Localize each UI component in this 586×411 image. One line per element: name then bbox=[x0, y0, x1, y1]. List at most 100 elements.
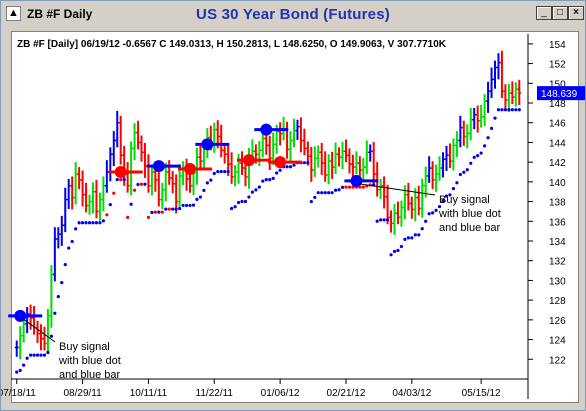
trail-dot bbox=[406, 236, 410, 240]
trail-dot bbox=[53, 311, 57, 315]
trail-dot bbox=[216, 169, 220, 174]
title-bar[interactable]: ▲ ZB #F Daily US 30 Year Bond (Futures) … bbox=[2, 2, 584, 26]
trail-dot bbox=[507, 108, 511, 112]
trail-dot bbox=[257, 185, 261, 189]
trail-dot bbox=[340, 185, 345, 189]
trail-dot bbox=[476, 153, 480, 158]
trail-dot bbox=[160, 210, 164, 214]
chart-panel[interactable] bbox=[11, 31, 579, 403]
trail-dot bbox=[105, 213, 109, 217]
trail-dot bbox=[115, 177, 119, 182]
trail-dot bbox=[119, 177, 123, 182]
trail-dot bbox=[302, 161, 306, 165]
trail-dot bbox=[486, 136, 490, 140]
trail-dot bbox=[465, 168, 469, 172]
trail-dot bbox=[358, 185, 362, 189]
trail-dot bbox=[171, 207, 175, 211]
trail-dot bbox=[500, 108, 504, 112]
annotation-text: with blue dot bbox=[58, 355, 121, 367]
last-value-label: 148.639 bbox=[541, 89, 578, 100]
trail-dot bbox=[18, 368, 22, 372]
x-tick-label: 11/22/11 bbox=[196, 388, 234, 399]
trail-dot bbox=[74, 227, 78, 231]
x-tick-label: 02/21/12 bbox=[327, 388, 366, 399]
y-tick-label: 132 bbox=[549, 257, 566, 268]
trail-dot bbox=[129, 202, 133, 206]
trail-dot bbox=[458, 172, 462, 177]
signal-markers bbox=[14, 123, 363, 322]
trail-dot bbox=[84, 221, 88, 225]
x-tick-label: 10/11/11 bbox=[130, 388, 168, 399]
trail-dot bbox=[399, 244, 404, 249]
maximize-icon[interactable]: □ bbox=[552, 6, 568, 20]
trail-dot bbox=[112, 191, 116, 195]
trail-dot bbox=[403, 237, 407, 241]
trail-dot bbox=[28, 353, 33, 357]
trail-dot bbox=[157, 210, 161, 214]
annotation-leader bbox=[22, 318, 56, 343]
y-tick-label: 148 bbox=[549, 99, 566, 110]
trail-dot bbox=[444, 194, 449, 198]
trail-dot bbox=[25, 356, 29, 360]
trail-dot bbox=[503, 108, 508, 112]
trail-dot bbox=[77, 221, 81, 225]
trail-dot bbox=[479, 151, 483, 155]
annotation-text: and blue bar bbox=[59, 369, 120, 381]
trail-dot bbox=[32, 353, 36, 357]
trail-dot bbox=[351, 185, 355, 189]
trail-dot bbox=[413, 233, 417, 237]
trail-dot bbox=[427, 212, 431, 216]
trail-dot bbox=[42, 353, 47, 357]
close-icon[interactable]: × bbox=[568, 6, 584, 20]
trail-dot bbox=[275, 171, 279, 175]
trail-dot bbox=[379, 218, 383, 222]
chart-app-icon: ▲ bbox=[6, 6, 21, 21]
signal-dot bbox=[152, 160, 165, 173]
trail-dot bbox=[188, 203, 192, 208]
signal-dot bbox=[260, 123, 273, 136]
trail-dot bbox=[174, 207, 178, 211]
last-value-marker: 148.639 bbox=[537, 86, 585, 101]
trail-dot bbox=[205, 181, 209, 185]
trail-dot bbox=[132, 188, 137, 192]
trail-dot bbox=[451, 186, 456, 191]
trail-dot bbox=[323, 191, 327, 195]
signal-lines bbox=[8, 128, 379, 318]
trail-dot bbox=[410, 236, 414, 240]
trail-dot bbox=[271, 176, 275, 180]
trail-dot bbox=[67, 246, 71, 250]
trail-dot bbox=[396, 248, 400, 253]
trail-dot bbox=[139, 182, 144, 186]
trail-dot bbox=[70, 239, 74, 244]
trail-dot bbox=[316, 191, 320, 195]
annotation-leader bbox=[359, 183, 436, 196]
trail-dot bbox=[469, 161, 473, 165]
minimize-icon[interactable]: _ bbox=[536, 6, 552, 20]
y-tick-label: 142 bbox=[549, 158, 566, 169]
trail-dot bbox=[313, 195, 317, 200]
trail-dot bbox=[278, 168, 282, 172]
trail-dot bbox=[101, 219, 105, 223]
x-tick-label: 05/15/12 bbox=[462, 388, 501, 399]
trail-dot bbox=[56, 294, 60, 299]
y-tick-label: 152 bbox=[549, 60, 566, 71]
trail-dot bbox=[261, 179, 265, 183]
y-tick-label: 146 bbox=[549, 119, 566, 130]
trail-dot bbox=[392, 249, 397, 253]
trail-dot bbox=[60, 281, 64, 285]
trail-dot bbox=[420, 227, 424, 231]
trail-dot bbox=[184, 203, 189, 208]
trail-dot bbox=[389, 253, 393, 257]
trail-dot bbox=[91, 221, 95, 225]
x-tick-label: 01/06/12 bbox=[261, 388, 300, 399]
y-tick-label: 126 bbox=[549, 316, 566, 327]
trail-dot bbox=[327, 191, 331, 195]
trail-dot bbox=[382, 218, 386, 222]
y-axis-ticks: 122 124 126 128 130 132 134 136 138 140 142 144 146 1… bbox=[528, 40, 566, 366]
trail-dot bbox=[264, 178, 268, 182]
y-tick-label: 140 bbox=[549, 178, 566, 189]
trail-dot bbox=[153, 210, 157, 214]
trail-dot bbox=[247, 195, 251, 199]
trail-dot bbox=[375, 219, 379, 223]
